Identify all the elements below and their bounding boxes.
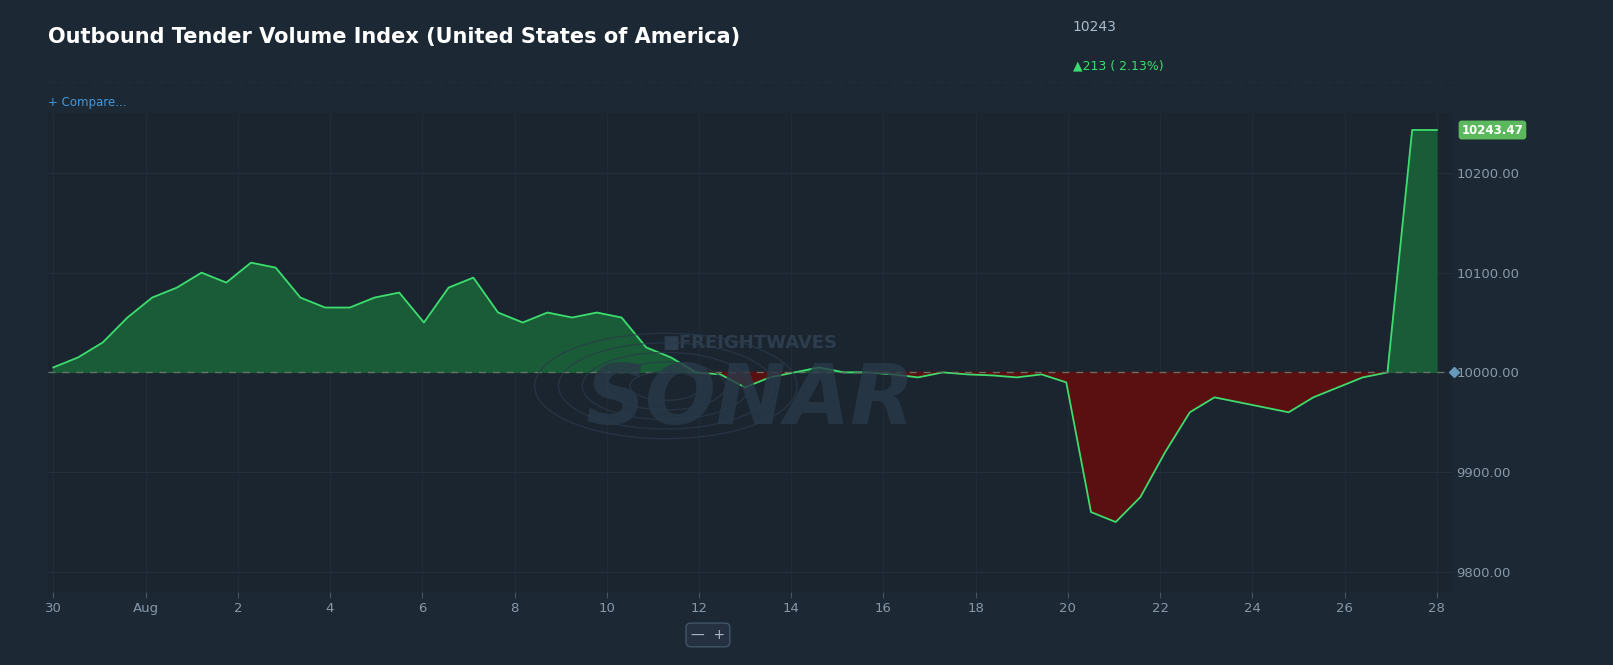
Text: + Compare...: + Compare...	[48, 96, 127, 110]
Text: —  +: — +	[690, 628, 724, 642]
Text: 10243: 10243	[1073, 20, 1116, 34]
Text: Outbound Tender Volume Index (United States of America): Outbound Tender Volume Index (United Sta…	[48, 27, 740, 47]
Text: ■FREIGHTWAVES: ■FREIGHTWAVES	[663, 334, 837, 352]
Text: 10243.47: 10243.47	[1461, 124, 1523, 136]
Text: SONAR: SONAR	[586, 360, 915, 441]
Text: ▲213 ( 2.13%): ▲213 ( 2.13%)	[1073, 60, 1163, 73]
